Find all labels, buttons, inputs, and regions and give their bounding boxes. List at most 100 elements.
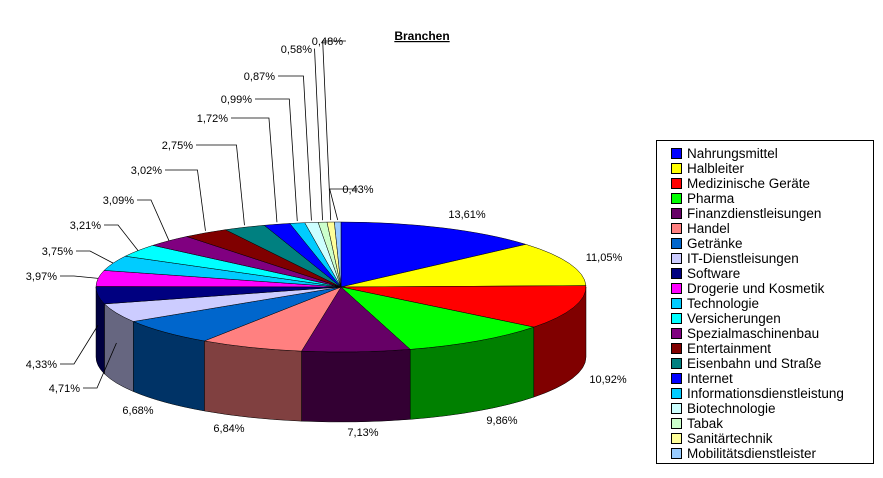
slice-label-3: 9,86% bbox=[486, 415, 517, 427]
legend-label: Nahrungsmittel bbox=[687, 146, 778, 161]
slice-0 bbox=[340, 221, 527, 288]
slice-label-12: 3,09% bbox=[103, 195, 134, 207]
legend-swatch bbox=[671, 223, 682, 234]
slice-side-4 bbox=[301, 349, 411, 423]
leader-line-15 bbox=[231, 117, 278, 223]
leader-line-14 bbox=[196, 144, 245, 226]
slice-label-18: 0,58% bbox=[281, 44, 312, 56]
pie-tops bbox=[95, 221, 587, 353]
leader-line-12 bbox=[137, 199, 170, 241]
legend-swatch bbox=[671, 403, 682, 414]
slice-label-20: 0,43% bbox=[342, 184, 373, 196]
legend-swatch bbox=[671, 388, 682, 399]
slice-label-11: 3,21% bbox=[70, 220, 101, 232]
leader-line-18 bbox=[314, 48, 323, 221]
legend-item: Versicherungen bbox=[671, 311, 781, 326]
legend-label: IT-Dienstleisungen bbox=[687, 251, 799, 266]
legend-swatch bbox=[671, 433, 682, 444]
slice-label-19: 0,48% bbox=[312, 36, 343, 48]
legend-item: Getränke bbox=[671, 236, 743, 251]
chart-title: Branchen bbox=[394, 29, 449, 43]
slice-label-13: 3,02% bbox=[131, 165, 162, 177]
slice-3 bbox=[340, 286, 535, 350]
slice-label-2: 10,92% bbox=[589, 374, 627, 386]
legend-label: Spezialmaschinenbau bbox=[687, 326, 820, 341]
slice-label-0: 13,61% bbox=[448, 209, 486, 221]
legend-item: Eisenbahn und Straße bbox=[671, 356, 821, 371]
legend-swatch bbox=[671, 148, 682, 159]
slice-label-4: 7,13% bbox=[347, 427, 378, 439]
legend-swatch bbox=[671, 208, 682, 219]
legend-label: Sanitärtechnik bbox=[687, 431, 773, 446]
legend-item: Finanzdienstleisungen bbox=[671, 206, 821, 221]
legend-label: Medizinische Geräte bbox=[687, 176, 811, 191]
leader-line-17 bbox=[278, 75, 312, 221]
chart-legend: Nahrungsmittel Halbleiter Medizinische Ger… bbox=[656, 140, 874, 464]
legend-swatch bbox=[671, 298, 682, 309]
leader-line-8 bbox=[60, 325, 99, 365]
legend-item: Technologie bbox=[671, 296, 759, 311]
pie-leaders bbox=[60, 40, 358, 389]
slice-label-8: 4,33% bbox=[26, 359, 57, 371]
legend-item: Handel bbox=[671, 221, 730, 236]
legend-label: Finanzdienstleisungen bbox=[687, 206, 822, 221]
legend-swatch bbox=[671, 253, 682, 264]
legend-item: Software bbox=[671, 266, 740, 281]
slice-label-9: 3,97% bbox=[26, 271, 57, 283]
slice-label-6: 6,68% bbox=[122, 405, 153, 417]
legend-item: Sanitärtechnik bbox=[671, 431, 773, 446]
slice-side-5 bbox=[204, 340, 302, 422]
legend-label: Entertainment bbox=[687, 341, 772, 356]
legend-item: Drogerie und Kosmetik bbox=[671, 281, 824, 296]
legend-label: Handel bbox=[687, 221, 730, 236]
legend-item: Halbleiter bbox=[671, 161, 744, 176]
slice-20 bbox=[334, 221, 342, 288]
leader-line-7 bbox=[83, 342, 117, 389]
legend-item: Tabak bbox=[671, 416, 723, 431]
leader-line-16 bbox=[255, 98, 298, 222]
legend-item: Biotechnologie bbox=[671, 401, 776, 416]
legend-item: Medizinische Geräte bbox=[671, 176, 810, 191]
legend-item: Internet bbox=[671, 371, 733, 386]
legend-swatch bbox=[671, 178, 682, 189]
legend-label: Tabak bbox=[687, 416, 724, 431]
legend-item: IT-Dienstleisungen bbox=[671, 251, 799, 266]
pie-labels: 13,61% 11,05% 10,92% 9,86% 7,13% 6,84% 6,68% 4,… bbox=[26, 36, 627, 439]
leader-line-9 bbox=[60, 275, 99, 279]
legend-item: Entertainment bbox=[671, 341, 771, 356]
leader-line-11 bbox=[104, 224, 139, 251]
legend-swatch bbox=[671, 373, 682, 384]
slice-label-10: 3,75% bbox=[42, 246, 73, 258]
legend-label: Informationsdienstleistung bbox=[687, 386, 844, 401]
slice-label-7: 4,71% bbox=[49, 383, 80, 395]
slice-label-16: 0,99% bbox=[221, 94, 252, 106]
legend-swatch bbox=[671, 313, 682, 324]
legend-item: Nahrungsmittel bbox=[671, 146, 778, 161]
legend-label: Drogerie und Kosmetik bbox=[687, 281, 825, 296]
legend-label: Technologie bbox=[687, 296, 760, 311]
leader-line-20 bbox=[329, 188, 358, 221]
legend-item: Pharma bbox=[671, 191, 734, 206]
slice-label-17: 0,87% bbox=[244, 71, 275, 83]
legend-label: Internet bbox=[687, 371, 733, 386]
pie-sides bbox=[95, 286, 587, 423]
legend-swatch bbox=[671, 343, 682, 354]
legend-label: Versicherungen bbox=[687, 311, 781, 326]
legend-label: Pharma bbox=[687, 191, 735, 206]
slice-label-14: 2,75% bbox=[162, 140, 193, 152]
slice-label-1: 11,05% bbox=[586, 252, 623, 264]
legend-swatch bbox=[671, 328, 682, 339]
slice-1 bbox=[340, 244, 587, 288]
legend-swatch bbox=[671, 418, 682, 429]
legend-item: Spezialmaschinenbau bbox=[671, 326, 819, 341]
leader-line-10 bbox=[76, 250, 114, 264]
leader-line-13 bbox=[165, 169, 206, 231]
slice-label-5: 6,84% bbox=[213, 423, 244, 435]
legend-label: Mobilitätsdienstleister bbox=[687, 446, 817, 461]
slice-5 bbox=[203, 286, 342, 352]
legend-swatch bbox=[671, 268, 682, 279]
slice-2 bbox=[340, 285, 587, 328]
legend-swatch bbox=[671, 448, 682, 459]
legend-label: Getränke bbox=[687, 236, 743, 251]
